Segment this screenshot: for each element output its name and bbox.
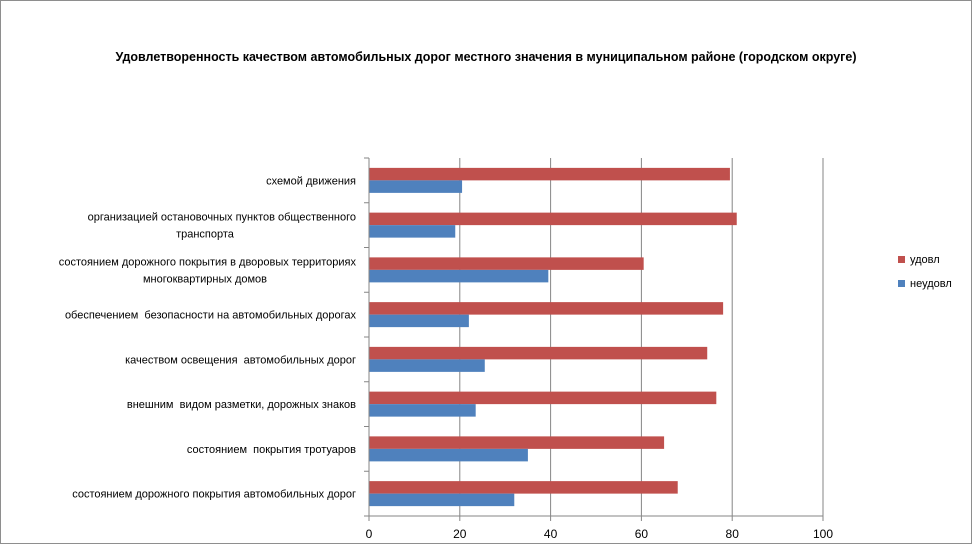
- bar-neudovl: [369, 314, 469, 328]
- x-tick-label: 0: [366, 527, 373, 541]
- category-label: организацией остановочных пунктов общест…: [88, 212, 356, 224]
- bar-neudovl: [369, 493, 515, 507]
- bar-udovl: [369, 212, 737, 226]
- legend-swatch: [898, 256, 905, 263]
- bar-udovl: [369, 436, 665, 449]
- bar-udovl: [369, 257, 644, 270]
- bar-udovl: [369, 346, 708, 360]
- bar-neudovl: [369, 448, 528, 462]
- legend-label: неудовл: [910, 278, 952, 290]
- category-label: состоянием покрытия тротуаров: [187, 444, 356, 456]
- legend-swatch: [898, 280, 905, 287]
- x-tick-label: 40: [544, 527, 558, 541]
- chart-title: Удовлетворенность качеством автомобильны…: [115, 50, 857, 64]
- bar-neudovl: [369, 269, 549, 283]
- bar-udovl: [369, 481, 678, 494]
- x-tick-label: 80: [726, 527, 740, 541]
- category-label: состоянием дорожного покрытия автомобиль…: [72, 489, 356, 501]
- category-label: обеспечением безопасности на автомобильн…: [65, 310, 357, 322]
- bar-udovl: [369, 391, 717, 405]
- category-label: состоянием дорожного покрытия в дворовых…: [59, 256, 357, 268]
- category-label: качеством освещения автомобильных дорог: [125, 354, 356, 366]
- x-tick-label: 20: [453, 527, 467, 541]
- category-label: внешним видом разметки, дорожных знаков: [127, 399, 356, 411]
- bar-neudovl: [369, 359, 485, 372]
- x-tick-label: 60: [635, 527, 649, 541]
- category-label: схемой движения: [266, 175, 356, 187]
- bar-neudovl: [369, 180, 463, 193]
- legend-label: удовл: [910, 254, 940, 266]
- bar-udovl: [369, 302, 724, 315]
- bar-neudovl: [369, 225, 456, 238]
- x-tick-label: 100: [813, 527, 833, 541]
- bar-udovl: [369, 167, 730, 181]
- category-label: транспорта: [176, 229, 235, 241]
- category-label: многоквартирных домов: [143, 273, 267, 285]
- bar-neudovl: [369, 404, 476, 417]
